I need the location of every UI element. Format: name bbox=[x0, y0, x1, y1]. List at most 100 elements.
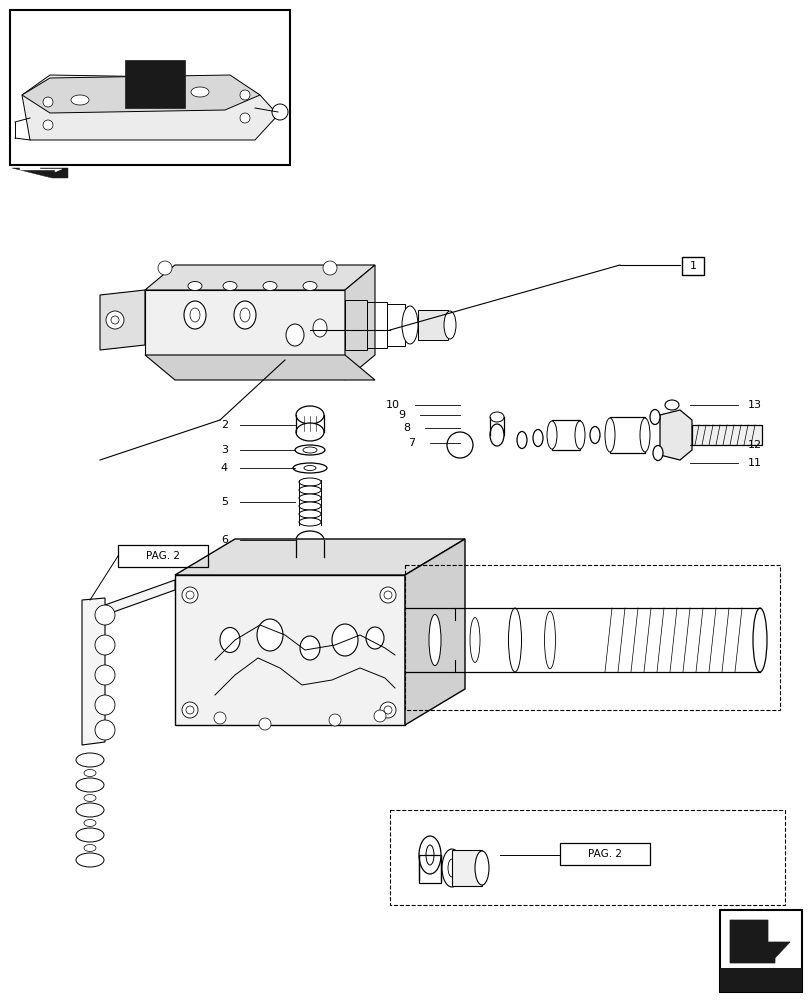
Circle shape bbox=[240, 90, 250, 100]
Bar bbox=[118, 545, 208, 567]
Ellipse shape bbox=[71, 95, 89, 105]
Ellipse shape bbox=[298, 518, 320, 526]
Text: 4: 4 bbox=[221, 463, 228, 473]
Text: 1: 1 bbox=[689, 261, 696, 271]
Ellipse shape bbox=[257, 619, 283, 651]
Ellipse shape bbox=[296, 531, 324, 549]
Text: 2: 2 bbox=[221, 420, 228, 430]
Ellipse shape bbox=[76, 803, 104, 817]
Bar bbox=[367, 302, 387, 348]
Bar bbox=[691, 425, 761, 445]
Ellipse shape bbox=[296, 548, 324, 566]
Bar bbox=[345, 300, 367, 350]
Ellipse shape bbox=[299, 636, 320, 660]
Polygon shape bbox=[125, 60, 185, 108]
Ellipse shape bbox=[76, 753, 104, 767]
Circle shape bbox=[323, 261, 337, 275]
Ellipse shape bbox=[517, 432, 526, 448]
Ellipse shape bbox=[184, 301, 206, 329]
Circle shape bbox=[106, 311, 124, 329]
Ellipse shape bbox=[190, 308, 200, 322]
Bar bbox=[10, 10, 290, 165]
Ellipse shape bbox=[444, 311, 456, 339]
Text: 5: 5 bbox=[221, 497, 228, 507]
Ellipse shape bbox=[474, 851, 488, 885]
Bar bbox=[551, 420, 579, 450]
Circle shape bbox=[95, 720, 115, 740]
Polygon shape bbox=[175, 539, 465, 575]
Text: PAG. 2: PAG. 2 bbox=[587, 849, 621, 859]
Circle shape bbox=[384, 706, 392, 714]
Ellipse shape bbox=[574, 421, 584, 449]
Ellipse shape bbox=[298, 478, 320, 486]
Polygon shape bbox=[22, 75, 260, 113]
Circle shape bbox=[43, 97, 53, 107]
Ellipse shape bbox=[448, 859, 456, 877]
Text: 7: 7 bbox=[407, 438, 414, 448]
Circle shape bbox=[186, 591, 194, 599]
Text: 3: 3 bbox=[221, 445, 228, 455]
Polygon shape bbox=[100, 290, 145, 350]
Circle shape bbox=[272, 104, 288, 120]
Circle shape bbox=[446, 432, 473, 458]
Polygon shape bbox=[145, 355, 375, 380]
Text: 13: 13 bbox=[747, 400, 761, 410]
Text: 11: 11 bbox=[747, 458, 761, 468]
Ellipse shape bbox=[418, 836, 440, 874]
Ellipse shape bbox=[188, 282, 202, 290]
Ellipse shape bbox=[263, 282, 277, 290]
Ellipse shape bbox=[544, 611, 555, 669]
Ellipse shape bbox=[428, 614, 440, 666]
Ellipse shape bbox=[84, 769, 96, 776]
Ellipse shape bbox=[590, 426, 599, 444]
Ellipse shape bbox=[441, 849, 461, 887]
Circle shape bbox=[214, 712, 225, 724]
Ellipse shape bbox=[293, 463, 327, 473]
Bar bbox=[389, 810, 784, 905]
Ellipse shape bbox=[285, 324, 303, 346]
Ellipse shape bbox=[234, 301, 255, 329]
Ellipse shape bbox=[223, 282, 237, 290]
Circle shape bbox=[95, 695, 115, 715]
Ellipse shape bbox=[532, 430, 543, 446]
Ellipse shape bbox=[652, 446, 663, 460]
Ellipse shape bbox=[240, 308, 250, 322]
Ellipse shape bbox=[664, 400, 678, 410]
Text: 9: 9 bbox=[397, 410, 405, 420]
Ellipse shape bbox=[604, 418, 614, 452]
Bar bbox=[418, 310, 448, 340]
Polygon shape bbox=[729, 920, 789, 963]
Polygon shape bbox=[345, 265, 375, 380]
Circle shape bbox=[95, 665, 115, 685]
Ellipse shape bbox=[76, 853, 104, 867]
Ellipse shape bbox=[332, 624, 358, 656]
Circle shape bbox=[384, 591, 392, 599]
Ellipse shape bbox=[489, 412, 504, 422]
Ellipse shape bbox=[298, 510, 320, 518]
Text: PAG. 2: PAG. 2 bbox=[146, 551, 180, 561]
Ellipse shape bbox=[489, 424, 504, 446]
Circle shape bbox=[95, 635, 115, 655]
Circle shape bbox=[374, 710, 385, 722]
Bar bbox=[719, 910, 801, 992]
Circle shape bbox=[158, 261, 172, 275]
Circle shape bbox=[259, 718, 271, 730]
Text: 12: 12 bbox=[747, 440, 762, 450]
Circle shape bbox=[111, 316, 119, 324]
Polygon shape bbox=[405, 539, 465, 725]
Ellipse shape bbox=[303, 466, 315, 471]
Circle shape bbox=[240, 113, 250, 123]
Circle shape bbox=[182, 702, 198, 718]
Text: 6: 6 bbox=[221, 535, 228, 545]
Ellipse shape bbox=[303, 282, 316, 290]
Polygon shape bbox=[20, 167, 62, 172]
Polygon shape bbox=[82, 580, 175, 745]
Ellipse shape bbox=[84, 819, 96, 826]
Circle shape bbox=[380, 587, 396, 603]
Ellipse shape bbox=[312, 319, 327, 337]
Ellipse shape bbox=[366, 627, 384, 649]
Circle shape bbox=[328, 714, 341, 726]
Bar bbox=[609, 417, 644, 453]
Ellipse shape bbox=[298, 502, 320, 510]
Circle shape bbox=[186, 706, 194, 714]
